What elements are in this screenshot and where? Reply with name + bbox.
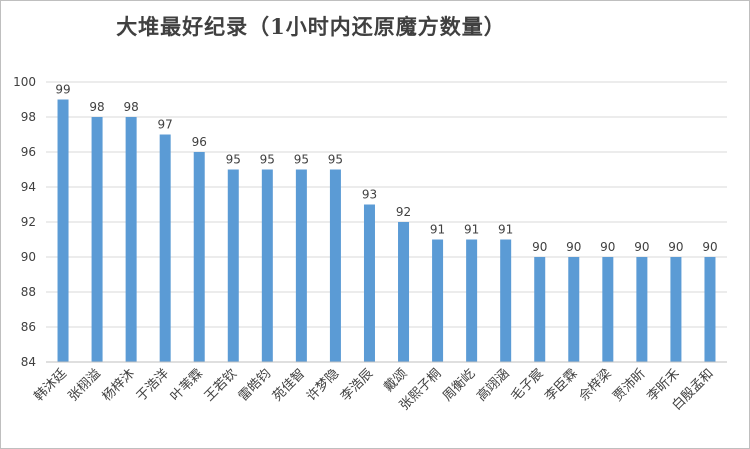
x-category-label: 苑佳智 [270,366,308,404]
data-label: 99 [55,83,70,97]
data-label: 90 [566,240,581,254]
bar [466,239,478,362]
x-category-label: 佘梓梁 [576,366,615,405]
x-category-label: 韩沐廷 [32,366,70,404]
bar [159,134,171,362]
x-category-label: 于浩洋 [134,366,172,404]
y-axis-ticks: 84 86 88 90 92 94 96 98 100 [13,75,36,369]
y-tick-label: 100 [13,75,36,89]
bar [261,169,273,362]
data-label: 93 [362,188,377,202]
y-tick-label: 86 [21,320,36,334]
data-label: 95 [226,153,241,167]
data-label: 91 [498,223,513,237]
data-label: 95 [260,153,275,167]
x-category-label: 李臣霖 [542,366,580,404]
x-category-label: 雷皓钧 [236,366,274,404]
x-category-label: 王若钦 [201,366,240,405]
bar [534,257,546,362]
x-category-label: 李浩辰 [338,366,376,404]
x-category-label: 叶苇霖 [168,366,206,404]
y-tick-label: 90 [21,250,36,264]
bars [57,99,716,362]
data-label: 95 [328,153,343,167]
data-label: 95 [294,153,309,167]
x-category-label: 张栩溢 [66,366,104,404]
bar [568,257,580,362]
data-label: 90 [532,240,547,254]
x-category-label: 周衡屹 [440,366,478,404]
x-category-label: 贾沛昕 [611,366,649,404]
x-category-label: 戴颂 [381,366,410,395]
bar [227,169,239,362]
bar [398,222,410,362]
bar [57,99,69,362]
bar [125,117,137,362]
gridlines [46,81,727,328]
bar [91,117,103,362]
bar [636,257,648,362]
y-tick-label: 96 [21,145,36,159]
data-label: 98 [89,100,104,114]
data-label: 96 [192,135,207,149]
x-category-label: 许梦隐 [304,366,342,404]
data-label: 90 [702,240,717,254]
x-category-label: 毛子宸 [508,366,547,405]
bar [432,239,444,362]
data-label: 92 [396,205,411,219]
data-label: 91 [464,223,479,237]
bar [329,169,341,362]
data-label: 90 [668,240,683,254]
x-category-label: 杨梓沐 [100,366,138,404]
y-tick-label: 92 [21,215,36,229]
data-label: 90 [634,240,649,254]
y-tick-label: 94 [21,180,36,194]
data-label: 91 [430,223,445,237]
bar [602,257,614,362]
bar [704,257,716,362]
bar [670,257,682,362]
y-tick-label: 88 [21,285,36,299]
chart-title: 大堆最好纪录（1小时内还原魔方数量） [116,14,506,39]
bar [295,169,307,362]
data-label: 98 [123,100,138,114]
data-labels: 99 98 98 97 96 95 95 95 95 93 92 91 91 91 90 90 90 90 90 90 [55,83,717,255]
x-category-label: 高翊涵 [474,366,513,405]
bar [500,239,512,362]
bar [363,204,375,362]
bar [193,152,205,362]
y-tick-label: 84 [21,355,36,369]
data-label: 97 [158,118,173,132]
data-label: 90 [600,240,615,254]
y-tick-label: 98 [21,110,36,124]
